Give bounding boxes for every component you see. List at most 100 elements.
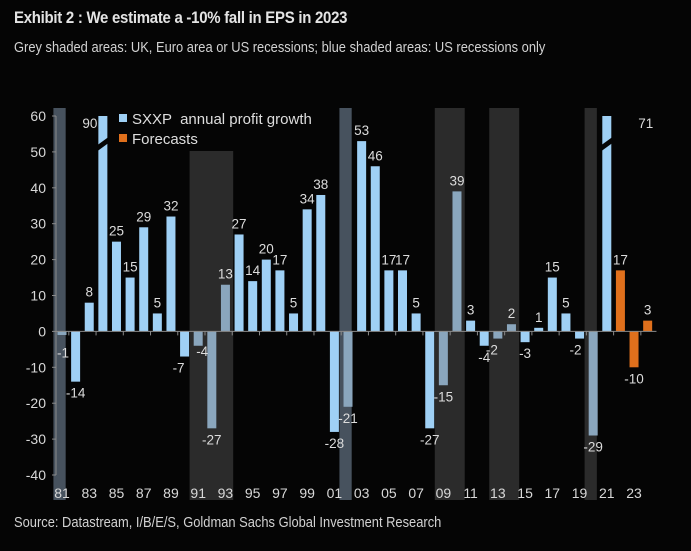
x-tick-label: 13 — [490, 485, 506, 501]
data-label: -27 — [420, 432, 440, 447]
bar — [275, 270, 285, 332]
x-tick-label: 01 — [327, 485, 343, 501]
x-tick-label: 97 — [272, 485, 288, 501]
bar — [520, 331, 530, 343]
bar — [166, 216, 176, 332]
bar — [534, 327, 544, 332]
bar — [493, 331, 503, 339]
data-label: 5 — [412, 295, 420, 310]
data-label: 46 — [368, 148, 383, 163]
legend-label-forecasts: Forecasts — [132, 131, 198, 148]
x-tick-label: 23 — [626, 485, 642, 501]
bar — [261, 259, 271, 332]
x-tick-label: 11 — [463, 485, 478, 501]
data-label: 3 — [467, 303, 475, 318]
data-label: -15 — [434, 389, 454, 404]
data-label: 5 — [154, 295, 162, 310]
y-tick-label: -40 — [26, 467, 46, 483]
bar — [302, 209, 312, 332]
y-tick-label: 40 — [30, 180, 46, 196]
bar — [234, 234, 244, 332]
bar — [438, 331, 448, 386]
bar — [547, 277, 557, 332]
data-label: -4 — [196, 344, 208, 359]
forecast-bar — [643, 320, 653, 332]
x-tick-label: 19 — [572, 485, 588, 501]
bar — [139, 227, 149, 332]
bar — [125, 277, 135, 332]
bar — [316, 194, 326, 332]
data-label: 15 — [123, 260, 138, 275]
x-tick-label: 89 — [163, 485, 179, 501]
y-tick-label: -20 — [26, 395, 46, 411]
bar — [561, 313, 571, 332]
y-tick-label: 10 — [30, 288, 46, 304]
bar — [220, 284, 230, 332]
forecast-bar — [615, 270, 625, 332]
x-tick-label: 95 — [245, 485, 261, 501]
bar — [98, 116, 108, 332]
x-tick-label: 83 — [81, 485, 97, 501]
legend-label-sxxp: SXXP annual profit growth — [132, 111, 312, 128]
bar — [84, 302, 94, 332]
bar — [289, 313, 299, 332]
data-label: 17 — [613, 252, 628, 267]
data-label: 90 — [82, 116, 97, 131]
data-label: 17 — [381, 252, 396, 267]
chart-title: Exhibit 2 : We estimate a -10% fall in E… — [14, 8, 348, 27]
x-tick-label: 03 — [354, 485, 370, 501]
data-label: 71 — [638, 116, 653, 131]
x-tick-label: 05 — [381, 485, 397, 501]
data-label: -1 — [57, 345, 69, 360]
data-label: 15 — [545, 260, 560, 275]
forecast-bar — [629, 331, 639, 368]
source-note: Source: Datastream, I/B/E/S, Goldman Sac… — [14, 514, 442, 531]
data-label: 2 — [508, 306, 516, 321]
bar — [180, 331, 190, 357]
legend-swatch-sxxp — [119, 114, 127, 122]
data-label: 39 — [449, 173, 464, 188]
data-label: -7 — [173, 361, 185, 376]
data-label: 14 — [245, 263, 261, 278]
y-tick-label: -30 — [26, 431, 46, 447]
bar — [57, 331, 67, 335]
bar — [602, 116, 612, 332]
x-tick-label: 21 — [599, 485, 615, 501]
bar — [425, 331, 435, 429]
x-tick-label: 07 — [408, 485, 424, 501]
bar — [207, 331, 217, 429]
bar — [384, 270, 394, 332]
data-label: -28 — [325, 436, 345, 451]
data-label: 8 — [85, 285, 93, 300]
data-label: -29 — [583, 440, 603, 455]
y-tick-label: 20 — [30, 252, 46, 268]
bars — [57, 116, 653, 436]
bar — [506, 324, 516, 332]
x-tick-label: 99 — [299, 485, 315, 501]
x-tick-label: 91 — [190, 485, 206, 501]
data-label: 1 — [535, 310, 543, 325]
x-tick-label: 93 — [218, 485, 234, 501]
bar — [152, 313, 162, 332]
data-label: 29 — [136, 209, 151, 224]
x-tick-label: 17 — [545, 485, 561, 501]
x-tick-label: 09 — [436, 485, 452, 501]
chart-subtitle: Grey shaded areas: UK, Euro area or US r… — [14, 39, 546, 56]
data-labels: -1-14890251529532-7-4-27132714201753438-… — [57, 116, 653, 455]
data-label: 27 — [232, 216, 247, 231]
bar — [411, 313, 421, 332]
y-tick-label: 50 — [30, 144, 46, 160]
bar — [452, 191, 462, 332]
legend: SXXP annual profit growth Forecasts — [119, 111, 312, 148]
bar — [248, 281, 258, 332]
data-label: -27 — [202, 432, 222, 447]
bar — [466, 320, 476, 332]
recession-shade-grey — [489, 108, 520, 500]
bar — [193, 331, 203, 346]
x-tick-label: 15 — [517, 485, 533, 501]
data-label: 5 — [562, 295, 570, 310]
data-label: 34 — [300, 191, 316, 206]
legend-swatch-forecasts — [119, 134, 127, 142]
